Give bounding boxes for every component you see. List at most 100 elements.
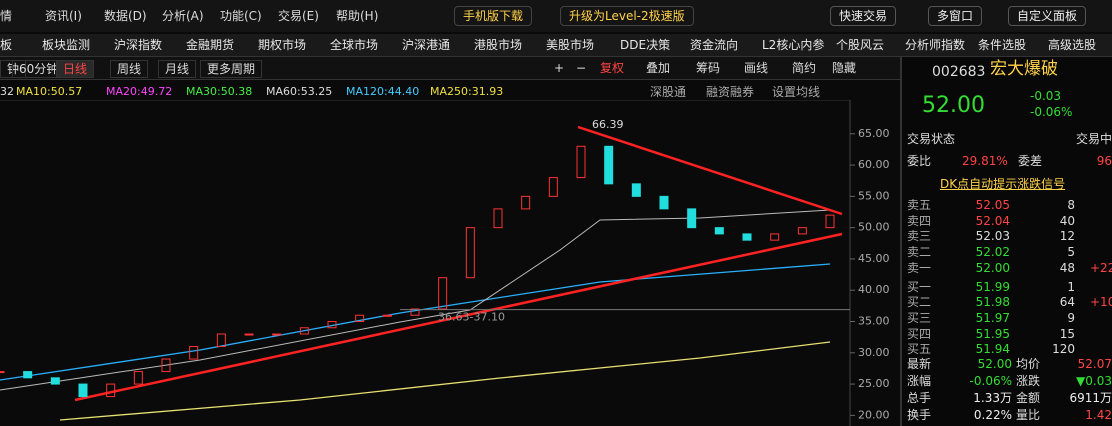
candle (548, 177, 558, 197)
menu-bar (0, 0, 1112, 32)
period-tab[interactable]: 日线 (56, 60, 95, 78)
nav-item[interactable]: 全球市场 (330, 38, 379, 52)
candle (189, 346, 199, 360)
tool-button[interactable]: 复权 (600, 61, 625, 75)
book-price: 51.95 (975, 326, 1010, 341)
right-button[interactable]: 自定义面板 (1008, 6, 1087, 26)
signal-link[interactable]: DK点自动提示涨跌信号 (940, 177, 1066, 191)
nav-item[interactable]: 个股风云 (836, 38, 885, 52)
stat-label: 均价 (1016, 357, 1041, 371)
right-button[interactable]: 快速交易 (830, 6, 897, 26)
book-volume: 64 (1059, 295, 1075, 310)
nav-item[interactable]: 分析师指数 (905, 38, 966, 52)
nav-item[interactable]: L2核心内参 (762, 38, 825, 52)
nav-item[interactable]: DDE决策 (620, 38, 671, 52)
candle (272, 333, 282, 336)
menu-item[interactable]: 帮助(H) (336, 9, 379, 23)
book-label: 买五 (907, 342, 932, 357)
book-volume: 15 (1059, 326, 1075, 341)
annotation: 66.39 (592, 118, 624, 131)
ma-label: 32 (0, 85, 14, 98)
change-pct: -0.06% (1030, 105, 1073, 119)
y-tick-label: 35.00 (858, 315, 890, 328)
book-price: 51.94 (975, 342, 1010, 357)
right-button[interactable]: 多窗口 (928, 6, 983, 26)
candle (493, 208, 503, 229)
book-price: 51.97 (975, 310, 1010, 325)
chart-tab[interactable]: 融资融券 (706, 85, 755, 99)
candle (825, 214, 835, 229)
period-tab[interactable]: 周线 (110, 60, 149, 78)
candle (0, 371, 5, 374)
label: 委差 (1018, 154, 1043, 168)
nav-item[interactable]: 沪深指数 (114, 38, 163, 52)
candle (216, 333, 226, 348)
book-price: 52.00 (975, 260, 1010, 275)
nav-item[interactable]: 板块监测 (42, 38, 91, 52)
candle (327, 321, 337, 329)
nav-item[interactable]: 条件选股 (978, 38, 1027, 52)
label: 交易状态 (907, 132, 956, 146)
tool-button[interactable]: − (576, 61, 587, 75)
book-change: +22 (1090, 260, 1112, 275)
candle (78, 383, 88, 398)
nav-item[interactable]: 美股市场 (546, 38, 595, 52)
candle (244, 333, 254, 336)
tool-button[interactable]: 画线 (744, 61, 769, 75)
candle (659, 195, 669, 210)
stat-value: 6911万 (1069, 391, 1112, 405)
book-volume: 40 (1059, 213, 1075, 228)
menu-item[interactable]: 情 (0, 9, 13, 23)
period-tab[interactable]: 月线 (158, 60, 197, 78)
menu-item[interactable]: 功能(C) (220, 9, 262, 23)
candle (382, 314, 392, 317)
menu-item[interactable]: 资讯(I) (45, 9, 82, 23)
menu-item[interactable]: 数据(D) (104, 9, 147, 23)
y-tick-label: 25.00 (858, 377, 890, 390)
tool-button[interactable]: 筹码 (696, 61, 721, 75)
book-volume: 9 (1067, 310, 1075, 325)
stat-label: 量比 (1016, 408, 1041, 422)
chart-tab[interactable]: 深股通 (650, 85, 687, 99)
candle (770, 233, 780, 241)
stat-label: 总手 (907, 391, 932, 405)
y-tick-label: 20.00 (858, 408, 890, 421)
y-tick-label: 30.00 (858, 346, 890, 359)
candle (604, 145, 614, 185)
book-volume: 12 (1059, 229, 1075, 244)
book-price: 52.02 (975, 245, 1010, 260)
stat-value: -0.06% (969, 374, 1012, 388)
nav-item[interactable]: 资金流向 (690, 38, 739, 52)
book-label: 买二 (907, 295, 932, 310)
tool-button[interactable]: 隐藏 (832, 61, 857, 75)
menu-item[interactable]: 分析(A) (162, 9, 204, 23)
book-label: 卖五 (907, 198, 932, 212)
period-tab[interactable]: 更多周期 (200, 60, 263, 78)
candle (133, 371, 143, 385)
nav-item[interactable]: 期权市场 (258, 38, 307, 52)
stat-value: 52.00 (977, 357, 1012, 371)
tool-button[interactable]: 简约 (792, 61, 817, 75)
book-price: 51.99 (975, 279, 1010, 294)
stat-value: 52.07 (1077, 357, 1112, 371)
stat-label: 涨幅 (907, 374, 932, 388)
y-tick-label: 65.00 (858, 127, 890, 140)
book-price: 52.03 (975, 229, 1010, 244)
diff: 96 (1096, 154, 1112, 168)
nav-item[interactable]: 金融期货 (186, 38, 235, 52)
candle (465, 227, 475, 279)
book-price: 51.98 (975, 295, 1010, 310)
ma-label: MA20:49.72 (106, 85, 173, 98)
annotation: 36.63-37.10 (438, 311, 505, 324)
tool-button[interactable]: + (554, 61, 565, 75)
nav-item[interactable]: 港股市场 (474, 38, 523, 52)
tool-button[interactable]: 叠加 (646, 61, 671, 75)
book-label: 卖三 (907, 229, 932, 244)
nav-item[interactable]: 板 (0, 38, 13, 52)
nav-item[interactable]: 沪深港通 (402, 38, 451, 52)
nav-item[interactable]: 高级选股 (1048, 38, 1097, 52)
top-button[interactable]: 升级为Level-2极速版 (560, 6, 694, 26)
top-button[interactable]: 手机版下载 (454, 6, 533, 26)
menu-item[interactable]: 交易(E) (278, 9, 319, 23)
chart-tab[interactable]: 设置均线 (772, 85, 821, 99)
